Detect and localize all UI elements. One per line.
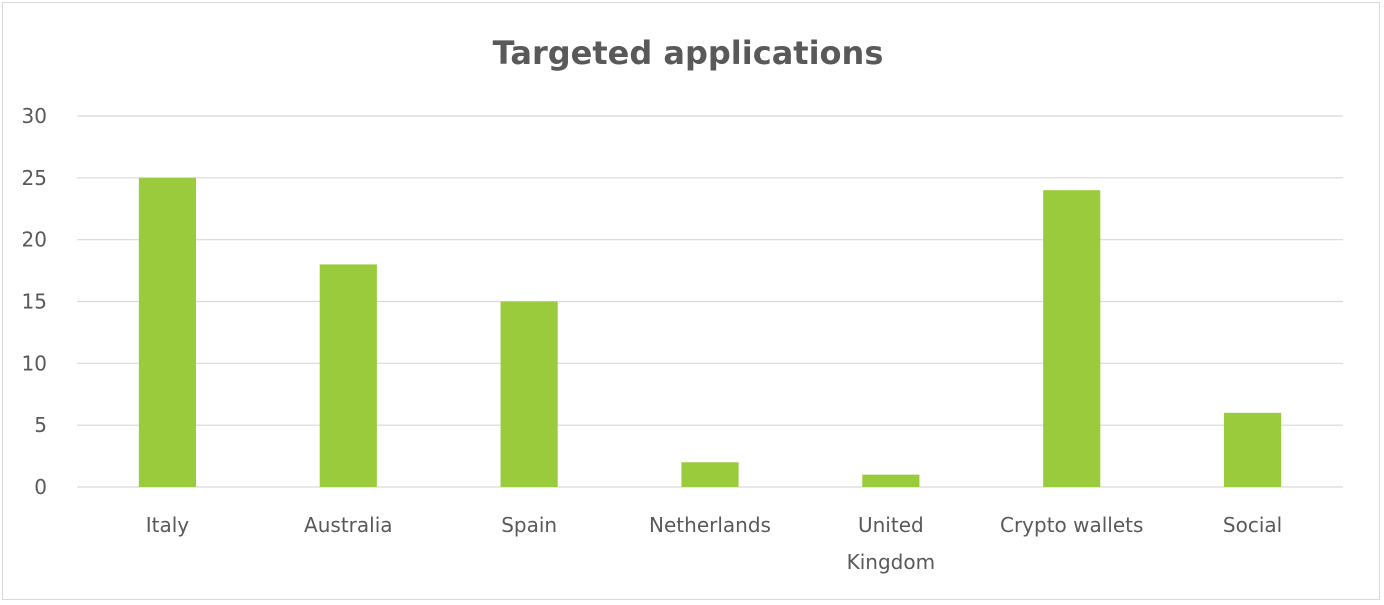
y-tick-label: 0 (34, 475, 47, 499)
x-tick-label: Australia (304, 513, 392, 537)
y-axis-ticks: 0 5 10 15 20 25 30 (22, 104, 47, 499)
bar-social (1223, 412, 1282, 487)
bars (138, 177, 1282, 488)
x-tick-label: Social (1223, 513, 1282, 537)
chart-title: Targeted applications (493, 34, 884, 72)
y-tick-label: 25 (22, 166, 47, 190)
bar-spain (500, 301, 558, 487)
bar-united-kingdom (862, 474, 920, 487)
x-tick-label: Crypto wallets (1000, 513, 1143, 537)
y-tick-label: 15 (22, 290, 47, 314)
bar-crypto-wallets (1043, 190, 1101, 487)
y-tick-label: 20 (22, 228, 47, 252)
x-tick-label: Spain (501, 513, 557, 537)
x-tick-label: Italy (146, 513, 190, 537)
bar-italy (138, 177, 197, 488)
x-axis-labels: Italy Australia Spain Netherlands United King… (146, 513, 1282, 574)
bar-australia (319, 264, 377, 487)
y-tick-label: 30 (22, 104, 47, 128)
x-tick-label: United Kingdom (847, 513, 935, 574)
y-tick-label: 5 (34, 413, 47, 437)
x-tick-label: Netherlands (649, 513, 771, 537)
gridlines (77, 115, 1343, 488)
y-tick-label: 10 (22, 351, 47, 375)
bar-netherlands (681, 462, 739, 487)
